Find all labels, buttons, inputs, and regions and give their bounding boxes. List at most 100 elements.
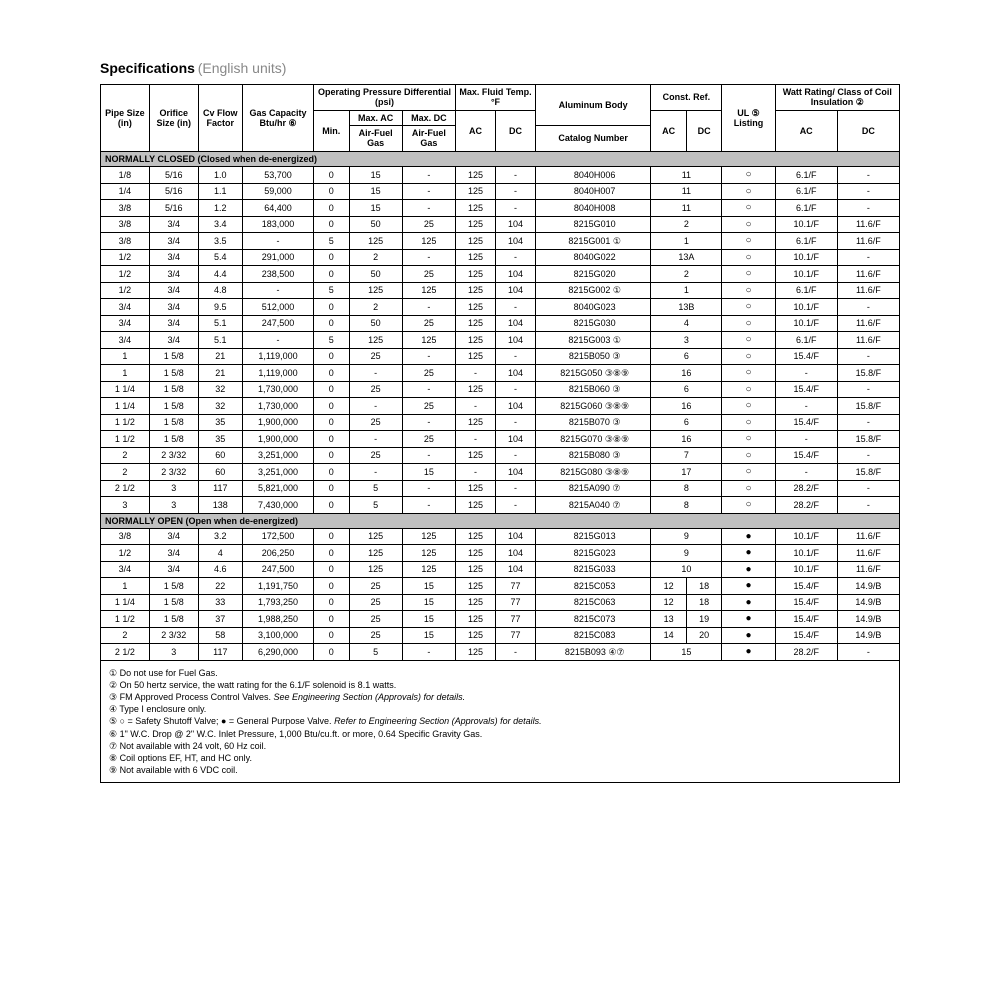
cell-orifice: 1 5/8 <box>149 381 198 398</box>
cell-catalog: 8215B070 ③ <box>535 414 650 431</box>
cell-cv: 32 <box>198 381 242 398</box>
cell-maxac: 50 <box>349 266 402 283</box>
cell-wdc: 11.6/F <box>837 545 899 562</box>
table-row: 3/85/161.264,400015-125-8040H008116.1/F- <box>101 200 900 217</box>
col-pipe: Pipe Size (in) <box>101 85 150 152</box>
section-label: NORMALLY OPEN (Open when de-energized) <box>101 513 900 528</box>
cell-fac: - <box>456 398 496 415</box>
table-row: 2 1/231176,290,00005-125-8215B093 ④⑦1528… <box>101 644 900 661</box>
cell-wac: 15.4/F <box>775 594 837 611</box>
cell-wdc: 14.9/B <box>837 594 899 611</box>
cell-orifice: 2 3/32 <box>149 447 198 464</box>
cell-wdc: - <box>837 447 899 464</box>
cell-gas: 1,988,250 <box>243 611 314 628</box>
cell-maxdc: - <box>402 497 455 514</box>
section-row: NORMALLY OPEN (Open when de-energized) <box>101 513 900 528</box>
cell-catalog: 8215A040 ⑦ <box>535 497 650 514</box>
cell-pipe: 2 1/2 <box>101 644 150 661</box>
cell-crefac: 12 <box>651 578 687 595</box>
cell-fac: 125 <box>456 216 496 233</box>
table-row: 1/23/44206,25001251251251048215G023910.1… <box>101 545 900 562</box>
cell-fdc: - <box>496 644 536 661</box>
cell-crefac: 13 <box>651 611 687 628</box>
cell-cv: 3.5 <box>198 233 242 250</box>
cell-crefdc: 19 <box>686 611 722 628</box>
cell-cref: 6 <box>651 414 722 431</box>
cell-wdc: - <box>837 167 899 184</box>
cell-fdc: - <box>496 480 536 497</box>
cell-fdc: 104 <box>496 315 536 332</box>
cell-pipe: 1/8 <box>101 167 150 184</box>
cell-fdc: 77 <box>496 578 536 595</box>
cell-wac: 10.1/F <box>775 315 837 332</box>
cell-orifice: 3 <box>149 497 198 514</box>
cell-gas: 291,000 <box>243 249 314 266</box>
cell-ul <box>722 545 775 562</box>
cell-min: 0 <box>314 545 350 562</box>
cell-pipe: 1/4 <box>101 183 150 200</box>
cell-catalog: 8040H007 <box>535 183 650 200</box>
table-row: 1/23/44.8-51251251251048215G002 ①16.1/F1… <box>101 282 900 299</box>
cell-gas: 512,000 <box>243 299 314 316</box>
cell-fdc: - <box>496 497 536 514</box>
cell-fac: 125 <box>456 282 496 299</box>
cell-wdc: 14.9/B <box>837 578 899 595</box>
cell-fac: 125 <box>456 381 496 398</box>
cell-cref: 11 <box>651 167 722 184</box>
cell-wdc: 15.8/F <box>837 365 899 382</box>
cell-min: 0 <box>314 611 350 628</box>
cell-cv: 5.4 <box>198 249 242 266</box>
cell-gas: 1,191,750 <box>243 578 314 595</box>
cell-wdc: 11.6/F <box>837 561 899 578</box>
cell-pipe: 1 <box>101 365 150 382</box>
cell-pipe: 3/4 <box>101 315 150 332</box>
cell-maxac: 50 <box>349 315 402 332</box>
cell-fac: 125 <box>456 299 496 316</box>
cell-wac: 15.4/F <box>775 578 837 595</box>
cell-maxac: 125 <box>349 233 402 250</box>
cell-orifice: 3/4 <box>149 249 198 266</box>
cell-maxdc: - <box>402 249 455 266</box>
cell-min: 0 <box>314 644 350 661</box>
cell-pipe: 1/2 <box>101 249 150 266</box>
cell-ul <box>722 233 775 250</box>
cell-maxac: 25 <box>349 594 402 611</box>
table-row: 2 1/231175,821,00005-125-8215A090 ⑦828.2… <box>101 480 900 497</box>
cell-wac: 28.2/F <box>775 497 837 514</box>
cell-cv: 117 <box>198 480 242 497</box>
cell-ul <box>722 561 775 578</box>
cell-catalog: 8215G003 ① <box>535 332 650 349</box>
cell-wac: 6.1/F <box>775 167 837 184</box>
cell-gas: 53,700 <box>243 167 314 184</box>
cell-gas: - <box>243 282 314 299</box>
cell-orifice: 1 5/8 <box>149 398 198 415</box>
cell-crefac: 12 <box>651 594 687 611</box>
cell-cv: 22 <box>198 578 242 595</box>
cell-maxac: 125 <box>349 332 402 349</box>
cell-pipe: 1 1/2 <box>101 611 150 628</box>
cell-pipe: 3/4 <box>101 561 150 578</box>
cell-cref: 13B <box>651 299 722 316</box>
cell-min: 0 <box>314 414 350 431</box>
cell-pipe: 1 <box>101 578 150 595</box>
footnote: ⑨ Not available with 6 VDC coil. <box>109 764 891 776</box>
cell-gas: 1,119,000 <box>243 348 314 365</box>
cell-wac: 15.4/F <box>775 348 837 365</box>
cell-cv: 32 <box>198 398 242 415</box>
cell-orifice: 1 5/8 <box>149 611 198 628</box>
cell-maxac: 25 <box>349 381 402 398</box>
cell-ul <box>722 431 775 448</box>
table-row: 1 1/21 5/8371,988,25002515125778215C0731… <box>101 611 900 628</box>
cell-gas: 7,430,000 <box>243 497 314 514</box>
cell-orifice: 3/4 <box>149 282 198 299</box>
cell-pipe: 2 <box>101 627 150 644</box>
cell-fac: 125 <box>456 332 496 349</box>
cell-cv: 5.1 <box>198 332 242 349</box>
cell-fdc: - <box>496 249 536 266</box>
cell-maxac: - <box>349 365 402 382</box>
cell-fdc: 104 <box>496 528 536 545</box>
cell-min: 0 <box>314 381 350 398</box>
cell-orifice: 3/4 <box>149 299 198 316</box>
cell-maxac: 2 <box>349 249 402 266</box>
cell-catalog: 8215B080 ③ <box>535 447 650 464</box>
